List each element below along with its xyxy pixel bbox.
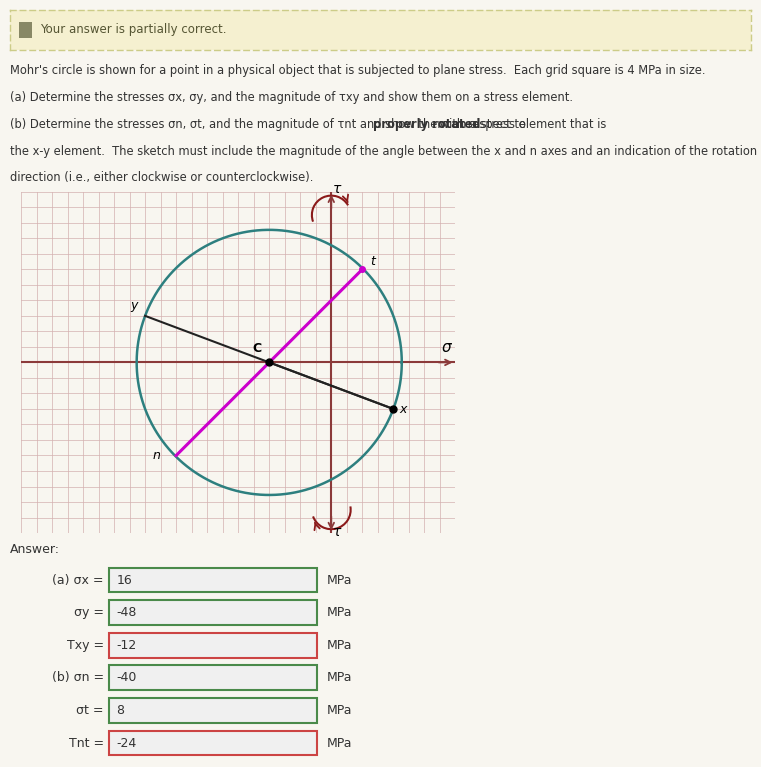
Text: τ: τ [333, 525, 341, 539]
Text: MPa: MPa [326, 574, 352, 587]
Text: 8: 8 [116, 704, 124, 717]
Text: MPa: MPa [326, 671, 352, 684]
Text: (a) σx =: (a) σx = [53, 574, 103, 587]
Text: 16: 16 [116, 574, 132, 587]
FancyBboxPatch shape [109, 731, 317, 755]
Text: t: t [370, 255, 375, 268]
FancyBboxPatch shape [109, 698, 317, 723]
Text: the x-y element.  The sketch must include the magnitude of the angle between the: the x-y element. The sketch must include… [10, 144, 757, 157]
Text: direction (i.e., either clockwise or counterclockwise).: direction (i.e., either clockwise or cou… [10, 172, 314, 184]
Text: -24: -24 [116, 736, 136, 749]
Text: σ: σ [442, 340, 451, 354]
Text: Your answer is partially correct.: Your answer is partially correct. [40, 24, 226, 36]
Text: MPa: MPa [326, 606, 352, 619]
Text: (b) Determine the stresses σn, σt, and the magnitude of τnt and show them on a s: (b) Determine the stresses σn, σt, and t… [10, 117, 610, 130]
FancyBboxPatch shape [109, 666, 317, 690]
Text: y: y [130, 299, 137, 312]
FancyBboxPatch shape [109, 601, 317, 625]
FancyBboxPatch shape [109, 568, 317, 592]
Text: -40: -40 [116, 671, 137, 684]
Text: σy =: σy = [74, 606, 103, 619]
Text: MPa: MPa [326, 736, 352, 749]
Text: MPa: MPa [326, 639, 352, 652]
Text: n: n [153, 449, 161, 463]
Text: Mohr's circle is shown for a point in a physical object that is subjected to pla: Mohr's circle is shown for a point in a … [10, 64, 705, 77]
Text: τ: τ [333, 182, 341, 196]
Text: σt =: σt = [76, 704, 103, 717]
FancyBboxPatch shape [109, 633, 317, 657]
Text: -12: -12 [116, 639, 136, 652]
Text: MPa: MPa [326, 704, 352, 717]
Text: Answer:: Answer: [10, 543, 60, 555]
Text: properly rotated: properly rotated [373, 117, 480, 130]
Bar [19, 22, 32, 38]
Text: (b) σn =: (b) σn = [52, 671, 103, 684]
Text: Tnt =: Tnt = [68, 736, 103, 749]
Text: (a) Determine the stresses σx, σy, and the magnitude of τxy and show them on a s: (a) Determine the stresses σx, σy, and t… [10, 91, 573, 104]
Text: with respect to: with respect to [435, 117, 526, 130]
Text: -48: -48 [116, 606, 137, 619]
Text: C: C [253, 341, 262, 354]
Text: Txy =: Txy = [67, 639, 103, 652]
Text: x: x [400, 403, 406, 416]
